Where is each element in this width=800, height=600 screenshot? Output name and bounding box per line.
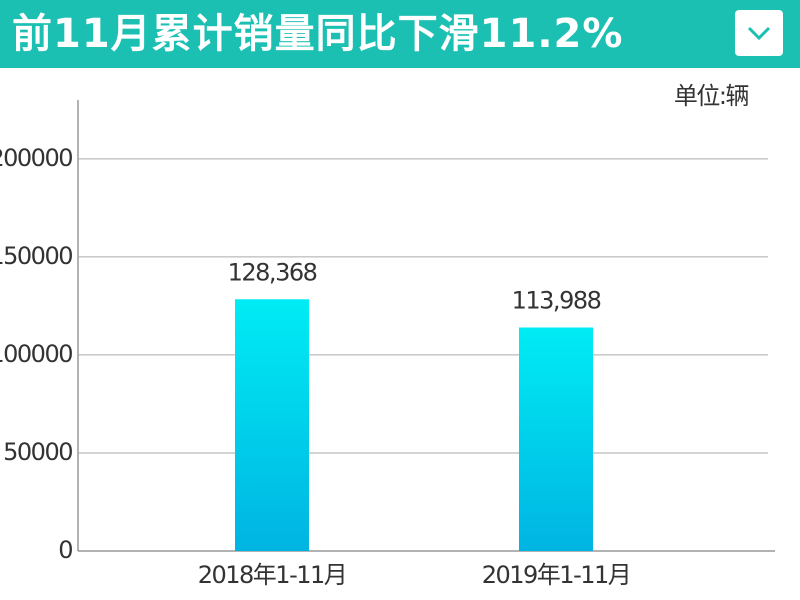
bar <box>235 299 309 551</box>
y-tick-label: 50000 <box>3 438 72 466</box>
x-tick-label: 2018年1-11月 <box>198 561 347 589</box>
bar <box>519 327 593 551</box>
chart-title: 前11月累计销量同比下滑11.2% <box>12 11 624 57</box>
y-tick-label: 200000 <box>0 144 72 172</box>
chevron-icon <box>747 26 771 41</box>
x-tick-label: 2019年1-11月 <box>482 561 631 589</box>
y-tick-label: 100000 <box>0 340 72 368</box>
y-tick-label: 150000 <box>0 242 72 270</box>
value-label: 128,368 <box>228 258 317 286</box>
value-label: 113,988 <box>512 286 601 314</box>
dropdown-button[interactable] <box>735 10 783 56</box>
unit-label: 单位:辆 <box>674 82 749 110</box>
title-banner: 前11月累计销量同比下滑11.2% <box>0 0 800 68</box>
y-tick-label: 0 <box>58 536 72 564</box>
